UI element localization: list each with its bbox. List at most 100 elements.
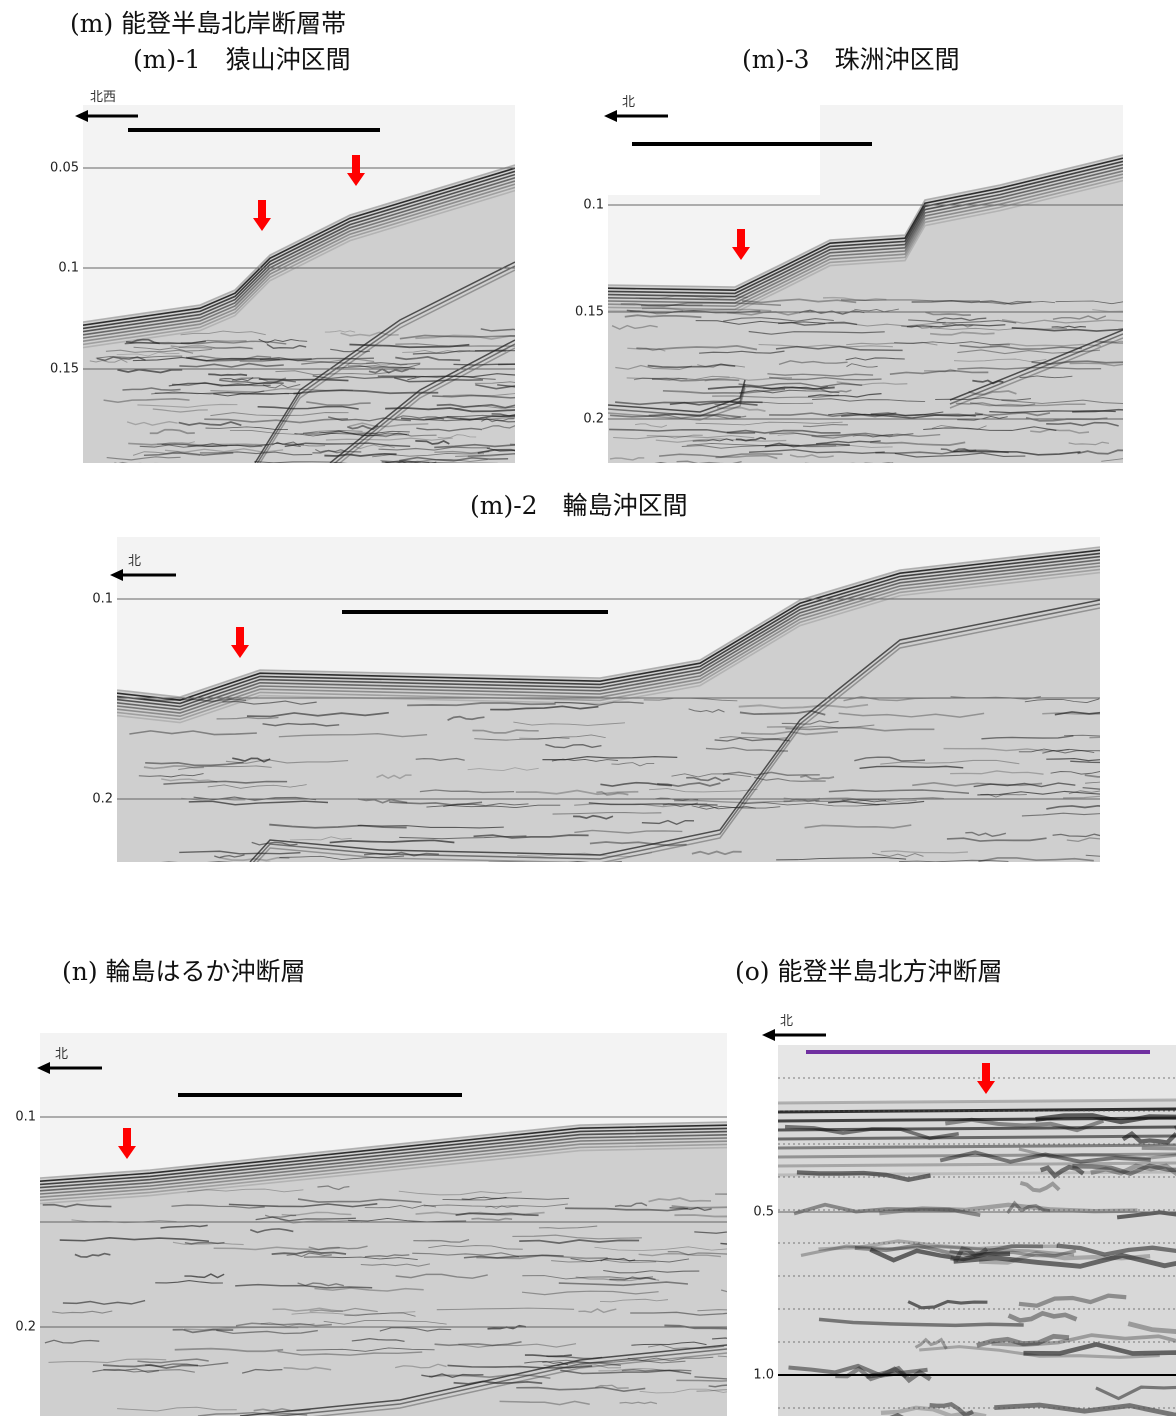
reflector bbox=[906, 324, 1006, 328]
reflector bbox=[437, 434, 477, 439]
reflector bbox=[509, 443, 515, 446]
reflector bbox=[102, 1363, 198, 1370]
reflector bbox=[143, 765, 204, 770]
reflector bbox=[748, 330, 885, 335]
reflector bbox=[1001, 318, 1123, 324]
sea-floor-reflector bbox=[608, 170, 1123, 304]
deep-reflector bbox=[254, 261, 515, 463]
reflector bbox=[301, 361, 421, 366]
reflector bbox=[225, 758, 349, 764]
profile-image bbox=[83, 105, 515, 463]
reflector bbox=[407, 702, 556, 707]
reflector bbox=[425, 418, 515, 423]
reflector bbox=[641, 302, 781, 308]
reflector bbox=[385, 407, 515, 413]
reflector bbox=[1042, 712, 1100, 715]
reflector bbox=[219, 377, 254, 382]
reflector bbox=[686, 442, 837, 447]
reflector bbox=[614, 1202, 648, 1208]
sea-floor-reflector bbox=[778, 1098, 1176, 1105]
reflector bbox=[973, 782, 1076, 788]
deep-reflector bbox=[608, 379, 746, 413]
reflector bbox=[708, 1384, 727, 1388]
reflector bbox=[364, 1204, 437, 1209]
tick-label: 0.05 bbox=[50, 161, 79, 176]
reflector bbox=[308, 1245, 368, 1251]
reflector bbox=[421, 1373, 484, 1378]
reflector bbox=[434, 443, 515, 449]
reflector bbox=[513, 721, 625, 726]
reflector bbox=[44, 1339, 100, 1344]
reflector bbox=[659, 453, 783, 458]
reflector bbox=[879, 1202, 1138, 1216]
reflector bbox=[667, 1251, 727, 1256]
reflector bbox=[991, 1333, 1176, 1347]
profile-image bbox=[608, 105, 1123, 463]
reflector bbox=[133, 346, 213, 352]
reflector bbox=[324, 330, 356, 333]
panel-title: (n) 輪島はるか沖断層 bbox=[62, 957, 306, 986]
panel-title: (o) 能登半島北方沖断層 bbox=[735, 957, 1003, 986]
reflector bbox=[324, 452, 397, 457]
reflector bbox=[515, 789, 639, 796]
reflector bbox=[446, 414, 515, 418]
reflector bbox=[1077, 449, 1123, 455]
reflector bbox=[613, 435, 755, 440]
sea-floor-reflector bbox=[83, 186, 515, 346]
reflector bbox=[275, 370, 391, 376]
reflector bbox=[184, 1273, 225, 1279]
reflector bbox=[1011, 326, 1123, 332]
reflector bbox=[705, 746, 788, 752]
reflector bbox=[914, 1337, 948, 1350]
reflector bbox=[519, 1239, 640, 1244]
reflector bbox=[306, 401, 371, 406]
reflector bbox=[105, 349, 194, 354]
reflector bbox=[638, 1253, 722, 1258]
reflector bbox=[611, 324, 658, 330]
reflector bbox=[965, 831, 1007, 837]
reflector bbox=[249, 1228, 294, 1234]
fault-arrow bbox=[732, 229, 750, 260]
reflector bbox=[639, 1388, 727, 1394]
reflector bbox=[317, 1185, 350, 1191]
reflector bbox=[599, 1298, 669, 1303]
reflector bbox=[828, 321, 946, 327]
reflector bbox=[542, 1359, 686, 1364]
reflector bbox=[942, 322, 973, 328]
tick-label: 0.1 bbox=[58, 261, 79, 276]
fault-arrow bbox=[977, 1063, 995, 1094]
reflector bbox=[271, 441, 305, 446]
reflector bbox=[1055, 300, 1123, 305]
sea-floor-reflector bbox=[117, 565, 1100, 718]
sea-floor-reflector bbox=[40, 1134, 727, 1192]
reflector bbox=[551, 1259, 657, 1263]
reflector bbox=[348, 422, 429, 428]
deep-reflector bbox=[312, 1352, 727, 1416]
reflector bbox=[524, 1360, 569, 1366]
reflector bbox=[800, 1244, 1075, 1257]
reflector bbox=[925, 311, 971, 317]
reflector bbox=[179, 362, 284, 368]
reflector bbox=[151, 391, 290, 395]
reflector bbox=[969, 402, 1086, 407]
reflector bbox=[117, 368, 183, 374]
reflector bbox=[1089, 736, 1100, 739]
reflector bbox=[989, 342, 1101, 347]
reflector bbox=[758, 343, 893, 348]
reflector bbox=[259, 356, 374, 362]
reflector bbox=[1084, 774, 1100, 778]
reflector bbox=[769, 412, 897, 418]
reflector bbox=[266, 343, 307, 349]
tick-label: 0.2 bbox=[15, 1320, 36, 1335]
reflector bbox=[415, 439, 450, 445]
reflector bbox=[122, 387, 181, 391]
reflector bbox=[92, 1368, 159, 1373]
reflector bbox=[696, 1389, 727, 1392]
reflector bbox=[611, 762, 655, 767]
profile-image bbox=[778, 1045, 1176, 1416]
reflector bbox=[619, 1401, 658, 1405]
reflector bbox=[179, 850, 301, 855]
reflector bbox=[118, 461, 129, 463]
reflector bbox=[467, 453, 515, 458]
reflector bbox=[235, 1322, 332, 1327]
